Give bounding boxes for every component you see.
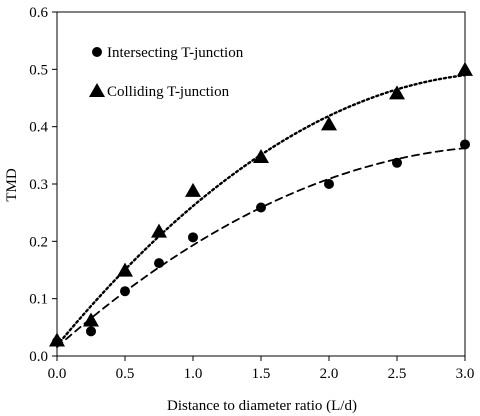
plot-border bbox=[56, 11, 466, 357]
x-tick-label: 0.0 bbox=[48, 366, 67, 382]
y-tick-label: 0.4 bbox=[29, 120, 48, 136]
data-point-circle bbox=[154, 258, 164, 269]
data-point-triangle bbox=[321, 116, 337, 131]
trendline-dashed bbox=[56, 147, 466, 348]
x-tick-label: 1.5 bbox=[252, 366, 271, 382]
legend: Intersecting T-junction Colliding T-junct… bbox=[89, 45, 244, 100]
legend-marker-circle bbox=[92, 47, 102, 57]
data-point-triangle bbox=[185, 182, 201, 197]
y-tick-label: 0.5 bbox=[29, 62, 48, 78]
data-point-circle bbox=[392, 157, 402, 168]
y-tick-label: 0.2 bbox=[29, 234, 48, 250]
data-point-circle bbox=[324, 179, 334, 189]
legend-item: Intersecting T-junction bbox=[92, 45, 244, 61]
data-point-circle bbox=[120, 286, 130, 297]
data-point-triangle bbox=[83, 312, 99, 327]
plot-area bbox=[49, 61, 473, 348]
legend-label: Colliding T-junction bbox=[107, 84, 230, 100]
data-point-triangle bbox=[389, 85, 405, 100]
series-intersecting bbox=[52, 139, 470, 348]
x-tick-label: 2.5 bbox=[388, 366, 407, 382]
data-point-circle bbox=[86, 326, 96, 337]
y-axis-title: TMD bbox=[4, 168, 20, 202]
x-tick-label: 3.0 bbox=[456, 366, 475, 382]
legend-label: Intersecting T-junction bbox=[107, 45, 244, 61]
data-point-circle bbox=[188, 232, 198, 243]
legend-marker-triangle bbox=[89, 83, 105, 97]
data-point-triangle bbox=[117, 262, 133, 277]
y-tick-label: 0.6 bbox=[29, 5, 48, 21]
axes: 0.0 0.5 1.0 1.5 2.0 2.5 3.0 0.0 0.1 0.2 0.3 0.4 0.5 0… bbox=[29, 5, 474, 382]
y-tick-label: 0.0 bbox=[29, 349, 48, 365]
x-tick-label: 0.5 bbox=[116, 366, 135, 382]
data-point-circle bbox=[256, 202, 266, 213]
data-point-triangle bbox=[151, 223, 167, 238]
y-tick-label: 0.1 bbox=[29, 292, 48, 308]
x-tick-label: 2.0 bbox=[320, 366, 339, 382]
x-tick-label: 1.0 bbox=[184, 366, 203, 382]
y-tick-label: 0.3 bbox=[29, 177, 48, 193]
data-point-triangle bbox=[253, 149, 269, 164]
legend-item: Colliding T-junction bbox=[89, 83, 230, 100]
x-axis-title: Distance to diameter ratio (L/d) bbox=[167, 398, 357, 414]
